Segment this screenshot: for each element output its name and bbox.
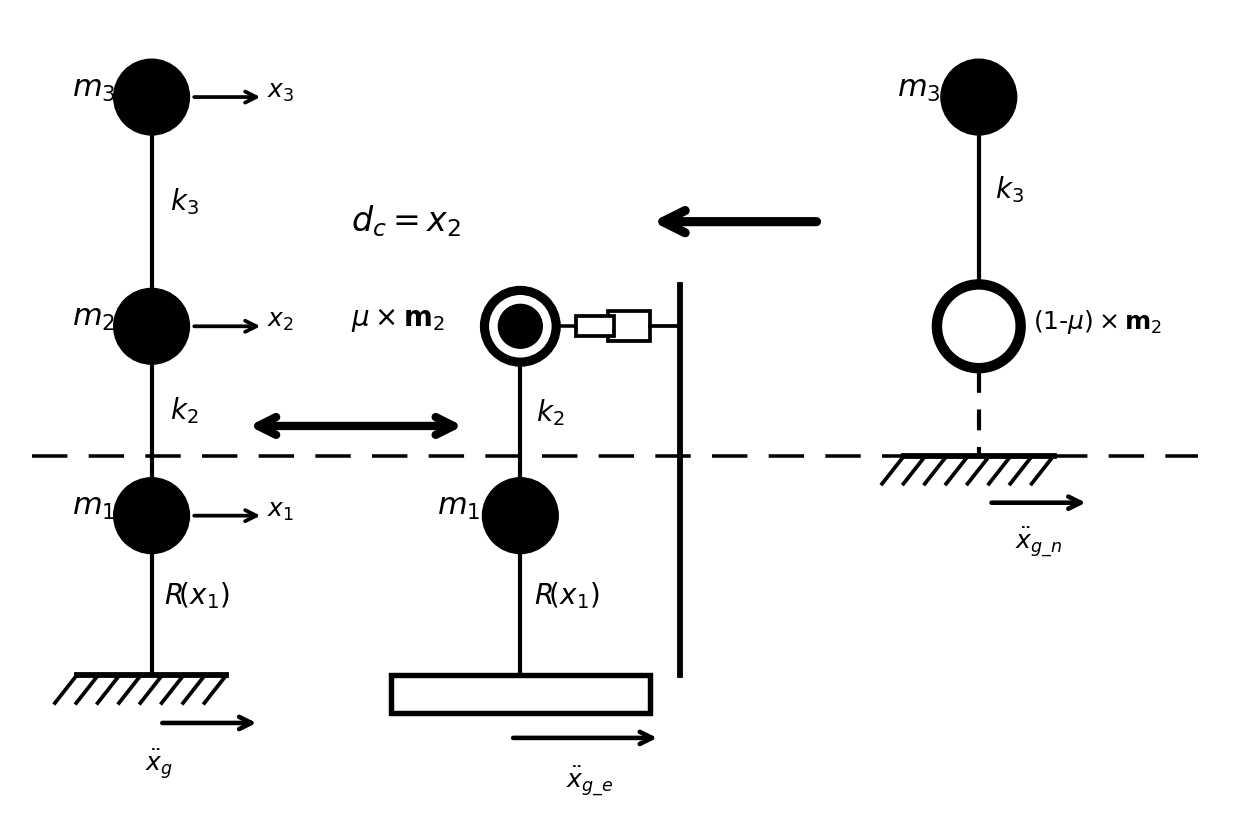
Text: $R\!\left(x_1\right)$: $R\!\left(x_1\right)$ xyxy=(164,580,229,610)
Text: $k_2$: $k_2$ xyxy=(170,396,198,426)
Circle shape xyxy=(114,477,190,553)
Text: $x_2$: $x_2$ xyxy=(268,309,294,334)
Text: $(1\text{-}\mu) \times \mathbf{m}_2$: $(1\text{-}\mu) \times \mathbf{m}_2$ xyxy=(1032,308,1161,336)
Circle shape xyxy=(484,291,556,362)
Text: $R\!\left(x_1\right)$: $R\!\left(x_1\right)$ xyxy=(534,580,600,610)
Bar xyxy=(576,316,615,336)
Text: $m_1$: $m_1$ xyxy=(437,493,481,522)
Circle shape xyxy=(114,59,190,135)
Bar xyxy=(608,311,650,341)
Text: $\ddot{x}_{g\_n}$: $\ddot{x}_{g\_n}$ xyxy=(1015,525,1062,559)
Text: $x_3$: $x_3$ xyxy=(268,80,295,104)
Text: $x_1$: $x_1$ xyxy=(268,499,294,523)
Text: $d_c = x_2$: $d_c = x_2$ xyxy=(351,204,461,240)
Circle shape xyxy=(940,59,1017,135)
Circle shape xyxy=(114,288,190,364)
Text: $m_1$: $m_1$ xyxy=(72,493,115,522)
Text: $m_3$: $m_3$ xyxy=(72,74,115,103)
Text: $k_3$: $k_3$ xyxy=(170,187,198,217)
Text: $\ddot{x}_g$: $\ddot{x}_g$ xyxy=(145,747,173,781)
Circle shape xyxy=(498,304,543,349)
Text: $m_2$: $m_2$ xyxy=(72,304,115,333)
Text: $m_3$: $m_3$ xyxy=(897,74,940,103)
Text: $k_2$: $k_2$ xyxy=(536,397,565,429)
Text: $\ddot{x}_{g\_e}$: $\ddot{x}_{g\_e}$ xyxy=(566,765,613,799)
Bar xyxy=(390,675,650,713)
Text: $\mu \times \mathbf{m}_2$: $\mu \times \mathbf{m}_2$ xyxy=(351,306,445,335)
Circle shape xyxy=(482,477,559,553)
Text: $k_3$: $k_3$ xyxy=(995,174,1023,205)
Circle shape xyxy=(937,284,1021,368)
